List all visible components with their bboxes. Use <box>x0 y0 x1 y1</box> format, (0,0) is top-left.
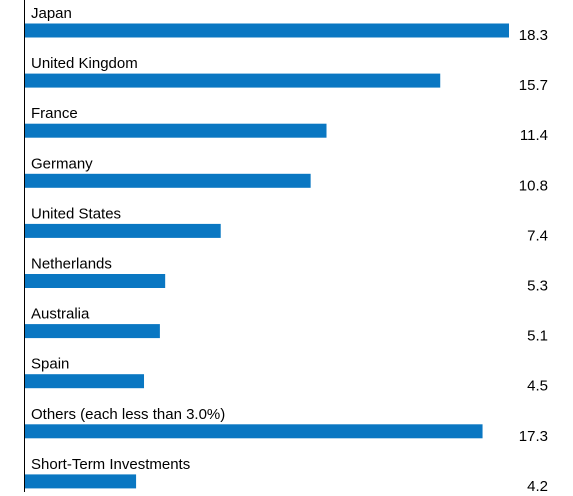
bars-group: Japan 18.3 United Kingdom 15.7 France 11.4 Ger… <box>25 5 548 495</box>
category-label: Japan <box>31 5 72 22</box>
bar <box>25 223 221 238</box>
category-label: Australia <box>31 306 90 323</box>
bar <box>25 474 137 489</box>
bar <box>25 173 311 188</box>
value-label: 5.1 <box>527 328 548 345</box>
value-label: 15.7 <box>519 77 548 94</box>
category-label: Netherlands <box>31 256 112 273</box>
bar <box>25 274 166 288</box>
value-label: 10.8 <box>519 177 548 194</box>
value-label: 18.3 <box>519 27 548 44</box>
value-label: 11.4 <box>520 127 548 144</box>
bar <box>25 324 160 339</box>
category-label: United States <box>31 205 121 222</box>
category-label: Spain <box>31 356 69 373</box>
value-label: 4.2 <box>527 478 548 495</box>
value-label: 5.3 <box>527 278 548 295</box>
bar <box>25 374 145 389</box>
category-label: Others (each less than 3.0%) <box>31 406 225 423</box>
value-label: 4.5 <box>527 378 548 395</box>
bar <box>25 73 441 88</box>
category-label: United Kingdom <box>31 55 138 72</box>
category-label: Short-Term Investments <box>31 456 190 473</box>
value-label: 7.4 <box>527 227 548 244</box>
bar <box>25 424 483 439</box>
category-label: Germany <box>31 155 93 172</box>
value-label: 17.3 <box>519 428 548 445</box>
bar <box>25 23 509 38</box>
category-label: France <box>31 105 78 122</box>
bar <box>25 123 327 138</box>
